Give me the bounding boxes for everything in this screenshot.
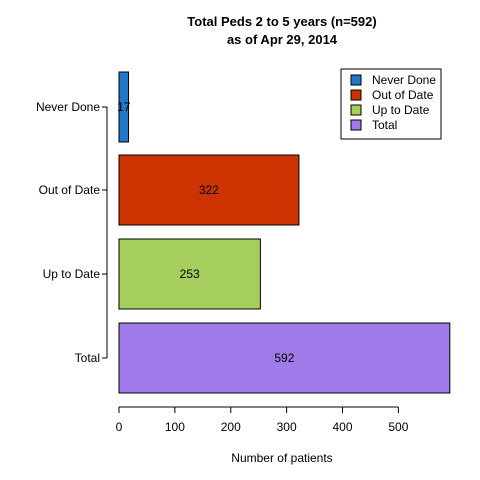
- y-tick-label-total: Total: [75, 351, 100, 365]
- legend-label-out-of-date: Out of Date: [372, 88, 434, 102]
- legend-label-never-done: Never Done: [372, 73, 436, 87]
- legend-swatch-never-done: [350, 74, 362, 86]
- legend-label-total: Total: [372, 118, 397, 132]
- x-tick-label: 400: [333, 420, 353, 434]
- chart-title-line2: as of Apr 29, 2014: [227, 32, 338, 47]
- legend-label-up-to-date: Up to Date: [372, 103, 430, 117]
- bar-total: [118, 322, 451, 394]
- bar-up-to-date: [118, 238, 261, 310]
- bar-out-of-date: [118, 154, 300, 226]
- legend-swatch-up-to-date: [350, 104, 362, 116]
- data-label-up-to-date: 253: [180, 267, 200, 281]
- data-label-out-of-date: 322: [199, 183, 219, 197]
- legend-swatch-total: [350, 119, 362, 131]
- x-tick-label: 200: [221, 420, 241, 434]
- bars-group: 17 322 253 592: [117, 71, 451, 394]
- bar-never-done: [118, 71, 129, 143]
- data-label-total: 592: [274, 351, 294, 365]
- x-tick-label: 500: [388, 420, 408, 434]
- chart-title-line1: Total Peds 2 to 5 years (n=592): [187, 14, 376, 29]
- x-tick-label: 300: [277, 420, 297, 434]
- y-axis: Never Done Out of Date Up to Date Total: [36, 100, 108, 365]
- y-tick-label-up-to-date: Up to Date: [43, 267, 101, 281]
- legend-swatch-out-of-date: [350, 89, 362, 101]
- x-tick-label: 0: [116, 420, 123, 434]
- data-label-never-done: 17: [117, 100, 131, 114]
- y-tick-label-never-done: Never Done: [36, 100, 100, 114]
- x-axis-label: Number of patients: [231, 451, 332, 465]
- x-tick-label: 100: [165, 420, 185, 434]
- x-axis: 0 100 200 300 400 500: [116, 406, 409, 434]
- y-tick-label-out-of-date: Out of Date: [39, 183, 101, 197]
